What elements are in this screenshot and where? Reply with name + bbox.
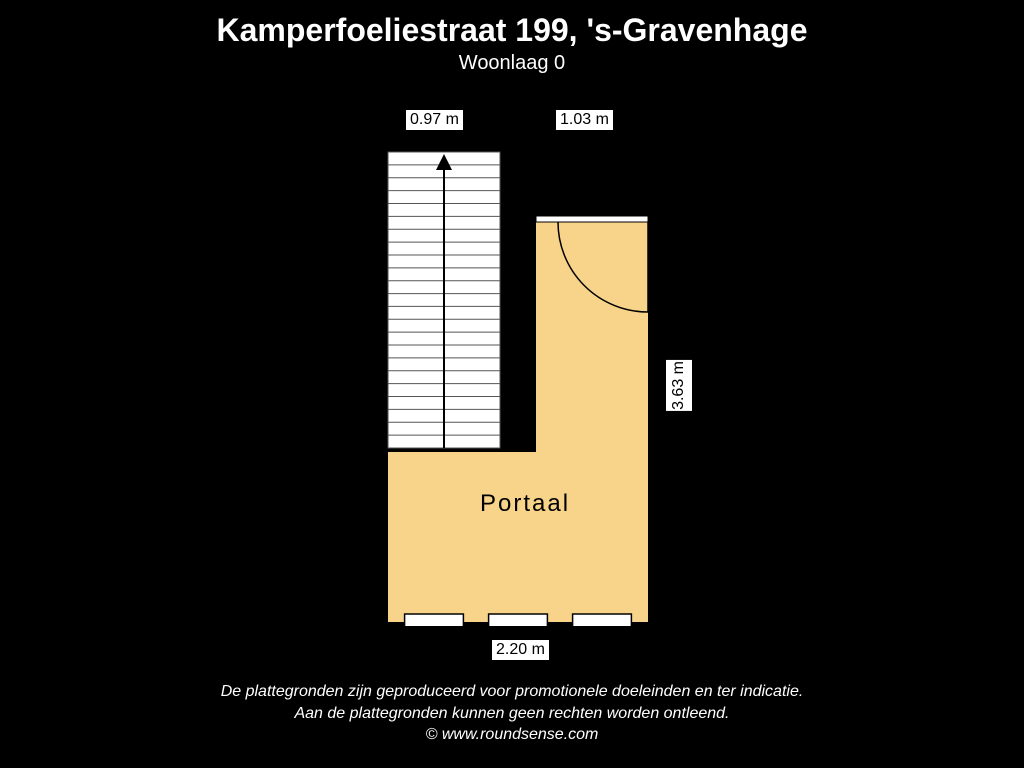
dim-right: 3.63 m	[666, 360, 692, 411]
footer-disclaimer: De plattegronden zijn geproduceerd voor …	[0, 681, 1024, 746]
page-subtitle: Woonlaag 0	[0, 52, 1024, 75]
footer-line1: De plattegronden zijn geproduceerd voor …	[0, 681, 1024, 703]
footer-copyright: © www.roundsense.com	[0, 724, 1024, 746]
dim-top-right: 1.03 m	[556, 110, 613, 130]
room-label-portaal: Portaal	[480, 490, 570, 518]
dim-bottom: 2.20 m	[492, 640, 549, 660]
dim-top-left: 0.97 m	[406, 110, 463, 130]
floorplan-svg	[384, 148, 652, 626]
page-title: Kamperfoeliestraat 199, 's-Gravenhage	[0, 12, 1024, 49]
footer-line2: Aan de plattegronden kunnen geen rechten…	[0, 703, 1024, 725]
